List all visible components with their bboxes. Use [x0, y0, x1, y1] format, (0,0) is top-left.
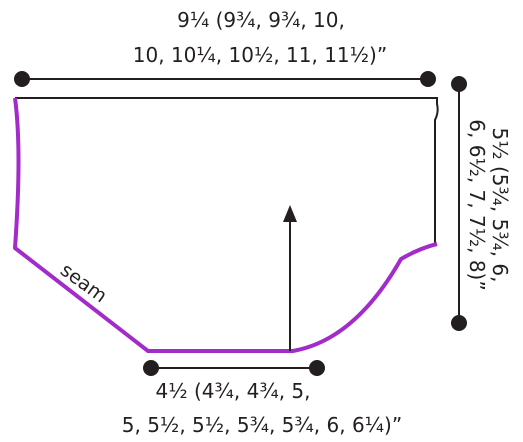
top-dimension-left-dot — [14, 71, 30, 87]
right-height-dimension: 5½ (5¾, 5¾, 6, 6, 6½, 7, 7½, 8)” — [451, 76, 512, 331]
right-dimension-top-dot — [451, 76, 467, 92]
right-height-label-line2: 6, 6½, 7, 7½, 8)” — [465, 119, 489, 290]
top-dimension-right-dot — [420, 71, 436, 87]
right-height-label-line1: 5½ (5¾, 5¾, 6, — [488, 128, 512, 283]
piece-outline — [15, 97, 439, 244]
bottom-dimension-right-dot — [309, 360, 325, 376]
bottom-width-label-line1: 4½ (4¾, 4¾, 5, — [156, 379, 311, 403]
top-width-dimension: 9¼ (9¾, 9¾, 10, 10, 10¼, 10½, 11, 11½)” — [14, 8, 436, 87]
bottom-width-label-line2: 5, 5½, 5½, 5¾, 5¾, 6, 6¼)” — [122, 413, 402, 437]
top-width-label-line2: 10, 10¼, 10½, 11, 11½)” — [133, 43, 387, 67]
bottom-width-dimension: 4½ (4¾, 4¾, 5, 5, 5½, 5½, 5¾, 5¾, 6, 6¼)… — [122, 360, 402, 437]
seam-edge — [13, 97, 438, 353]
grain-arrow-head-icon — [283, 205, 297, 222]
top-width-label-line1: 9¼ (9¾, 9¾, 10, — [177, 8, 345, 32]
garment-piece: seam — [13, 97, 439, 353]
bottom-dimension-left-dot — [143, 360, 159, 376]
right-dimension-bottom-dot — [451, 315, 467, 331]
